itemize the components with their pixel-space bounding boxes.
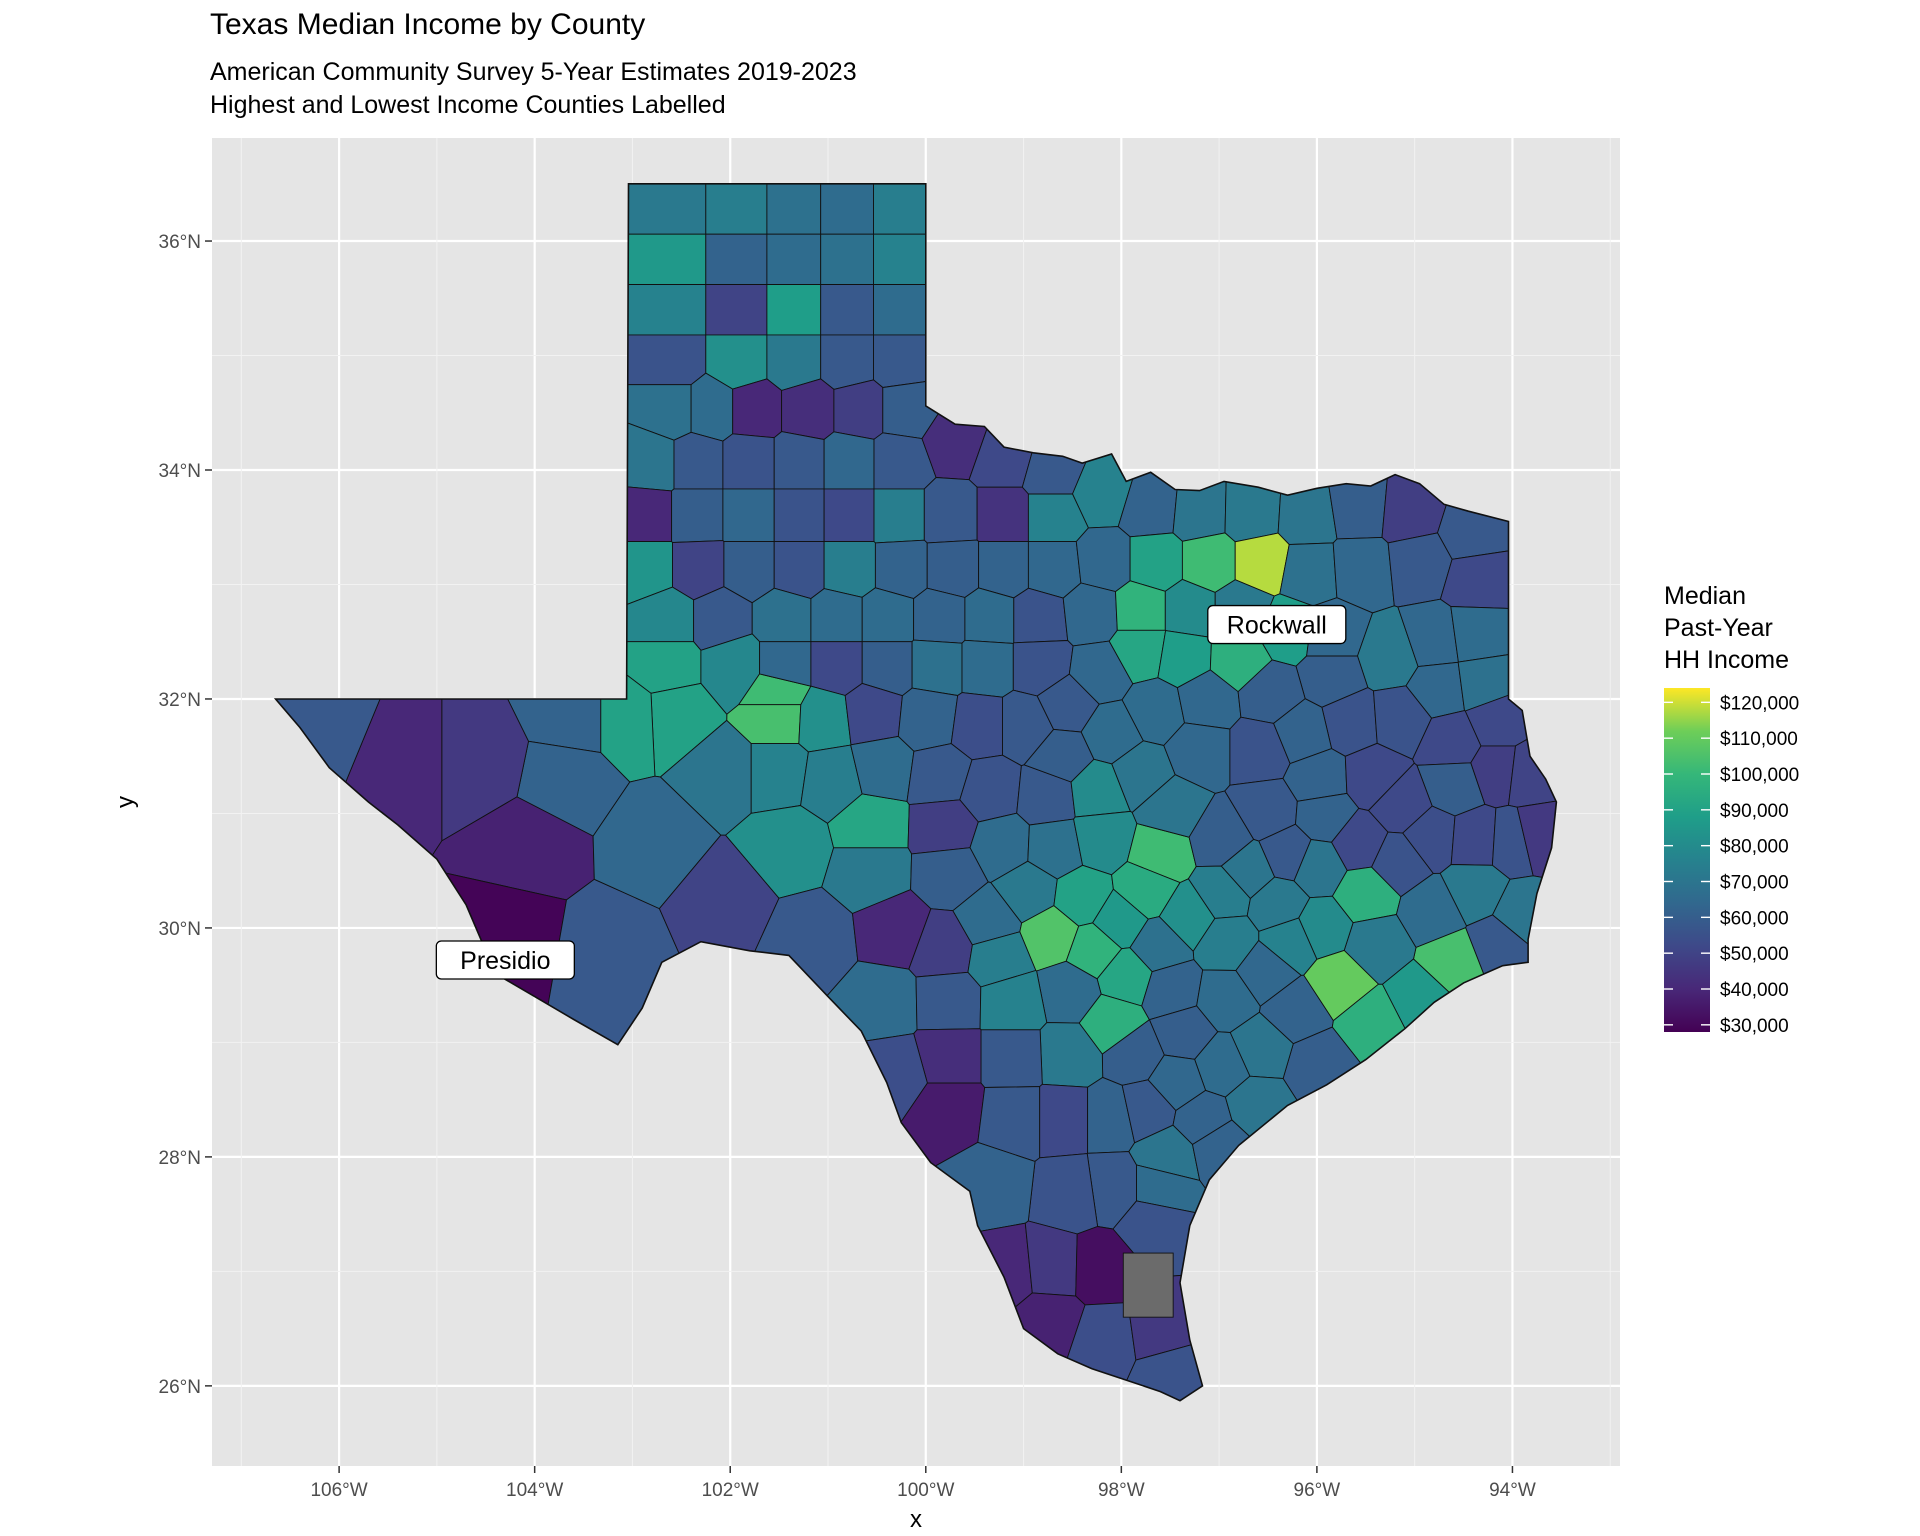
y-tick-label: 34°N <box>159 461 201 482</box>
county-hockley <box>671 488 724 543</box>
legend: Median Past-Year HH Income $30,000 $40,000 $5… <box>1664 582 1799 1037</box>
county-floyd <box>773 431 825 490</box>
county-roberts <box>820 233 874 285</box>
county-hutchinson <box>766 233 822 285</box>
county-moore <box>705 233 768 285</box>
county-scurry <box>810 588 863 643</box>
callout-box <box>435 940 575 980</box>
chart-title: Texas Median Income by County <box>210 8 646 41</box>
legend-title-line: HH Income <box>1664 646 1789 674</box>
county-throckmorton <box>978 541 1029 599</box>
county-frio <box>980 1029 1043 1088</box>
y-tick-label: 30°N <box>159 919 201 940</box>
county-taylor <box>911 639 963 696</box>
county-kenedy-no-data <box>1122 1252 1174 1318</box>
county-king <box>873 488 925 544</box>
county-runnels <box>897 687 959 752</box>
county-jim-hogg <box>1024 1220 1078 1297</box>
county-donley <box>820 334 874 390</box>
county-reagan <box>750 743 809 814</box>
county-shackelford <box>964 587 1015 644</box>
county-jones <box>913 587 966 644</box>
county-briscoe <box>781 378 835 440</box>
county-san-jacinto <box>1371 831 1434 898</box>
county-motley <box>823 431 875 490</box>
legend-break-label: $120,000 <box>1720 693 1799 714</box>
legend-break-label: $40,000 <box>1720 980 1789 1001</box>
chart-subtitle-line-1: American Community Survey 5-Year Estimat… <box>210 58 857 86</box>
county-hall <box>833 379 884 440</box>
x-tick-label: 94°W <box>1489 1480 1536 1501</box>
county-callouts: Rockwall Presidio <box>435 604 1347 980</box>
county-wise <box>1129 532 1183 592</box>
legend-title-line: Past-Year <box>1664 614 1773 642</box>
county-lubbock <box>722 488 775 543</box>
legend-break-label: $50,000 <box>1720 944 1789 965</box>
county-duval <box>1027 1153 1099 1235</box>
county-gray <box>820 284 874 336</box>
x-tick-label: 96°W <box>1294 1480 1341 1501</box>
callout-label: Rockwall <box>1227 612 1327 640</box>
county-fort-bend <box>1303 949 1380 1022</box>
county-washington <box>1246 876 1311 932</box>
county-kent <box>823 541 876 598</box>
county-mills <box>1023 728 1095 783</box>
county-swisher <box>732 378 783 439</box>
county-haskell <box>926 539 980 598</box>
legend-break-label: $110,000 <box>1720 729 1798 750</box>
county-goliad <box>1147 1054 1207 1112</box>
county-freestone <box>1273 698 1333 765</box>
county-knox <box>923 477 978 544</box>
legend-break-label: $90,000 <box>1720 801 1789 822</box>
county-burleson <box>1220 838 1276 900</box>
x-tick-label: 106°W <box>310 1480 367 1501</box>
legend-break-label: $30,000 <box>1720 1016 1789 1037</box>
county-coke <box>844 682 903 746</box>
y-tick-label: 36°N <box>159 232 201 253</box>
county-baylor <box>976 486 1029 543</box>
axes: 106°W 104°W 102°W 100°W 98°W 96°W 94°W 26°N 28°N… <box>112 232 1536 1533</box>
x-tick-label: 104°W <box>506 1480 563 1501</box>
x-tick-label: 102°W <box>702 1480 759 1501</box>
county-mcmullen <box>1039 1083 1089 1159</box>
y-tick-label: 28°N <box>159 1148 201 1169</box>
chart-subtitle-line-2: Highest and Lowest Income Counties Label… <box>210 91 726 119</box>
legend-break-label: $60,000 <box>1720 908 1789 929</box>
x-tick-label: 98°W <box>1098 1480 1145 1501</box>
county-hale <box>722 433 775 490</box>
x-axis-title: x <box>910 1506 922 1533</box>
county-sterling <box>798 685 852 753</box>
county-crosby <box>773 488 825 543</box>
texas-state-outline <box>273 183 1558 1402</box>
county-mitchell <box>810 641 863 696</box>
legend-title-line: Median <box>1664 582 1746 610</box>
county-potter <box>705 284 768 336</box>
county-carson <box>766 284 822 336</box>
y-axis-title: y <box>112 796 139 808</box>
county-palo-pinto <box>1062 582 1118 647</box>
y-tick-label: 32°N <box>159 690 201 711</box>
callout-box <box>1207 604 1347 645</box>
callout-rockwall: Rockwall <box>1207 604 1347 645</box>
county-callahan <box>961 639 1014 698</box>
legend-break-label: $80,000 <box>1720 837 1789 858</box>
legend-colorbar <box>1664 688 1710 1032</box>
callout-label: Presidio <box>460 947 550 975</box>
county-jack <box>1075 526 1131 593</box>
county-dickens <box>823 488 875 543</box>
y-tick-label: 26°N <box>159 1377 201 1398</box>
callout-presidio: Presidio <box>435 940 575 980</box>
x-tick-label: 100°W <box>897 1480 954 1501</box>
county-uvalde <box>915 971 982 1031</box>
legend-break-label: $100,000 <box>1720 765 1799 786</box>
county-lamb <box>673 431 724 490</box>
legend-break-label: $70,000 <box>1720 873 1789 894</box>
